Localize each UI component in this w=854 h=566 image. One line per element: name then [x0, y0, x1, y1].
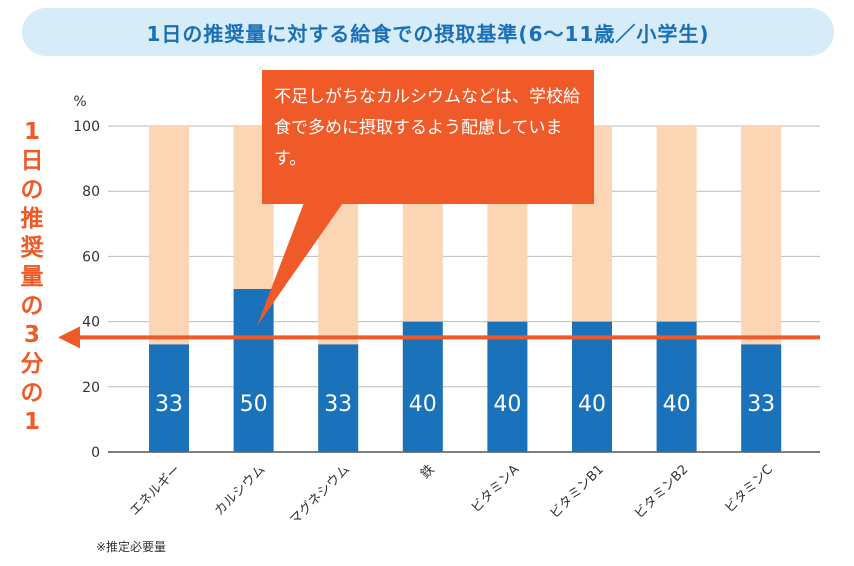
reference-line-label-char: の — [20, 293, 44, 319]
reference-line-label-char: の — [20, 380, 44, 406]
y-tick-label: 20 — [82, 380, 100, 396]
x-tick-label: ビタミンB1 — [547, 462, 607, 522]
bar-value-label: 50 — [240, 392, 268, 417]
callout-text: 不足しがちなカルシウムなどは、学校給食で多めに摂取するよう配慮しています。 — [274, 87, 580, 169]
footnote: ※推定必要量 — [96, 540, 167, 554]
bar-layer — [149, 289, 782, 452]
reference-line-label-char: 1 — [23, 119, 40, 145]
reference-line-label-char: の — [20, 177, 44, 203]
bar — [572, 321, 612, 452]
reference-line-arrow — [58, 326, 80, 349]
reference-line-label-char: 3 — [23, 322, 40, 348]
x-tick-label: ビタミンB2 — [632, 462, 692, 522]
bar — [402, 321, 443, 452]
y-tick-label: 100 — [73, 119, 100, 135]
bar — [487, 321, 528, 452]
y-tick-label: 80 — [82, 184, 100, 200]
bar-value-label: 33 — [747, 392, 775, 417]
bar — [233, 289, 274, 452]
x-tick-label: マグネシウム — [287, 462, 353, 528]
background-bar-layer — [149, 126, 782, 452]
x-tick-label: カルシウム — [212, 462, 269, 519]
bar — [318, 344, 359, 452]
chart-title: 1日の推奨量に対する給食での摂取基準(6～11歳／小学生) — [22, 8, 834, 56]
bar — [741, 344, 782, 452]
callout-bubble — [262, 70, 594, 204]
bar-value-label: 40 — [663, 392, 691, 417]
reference-line-label-char: 推 — [20, 206, 44, 232]
reference-line-label-char: 量 — [20, 264, 44, 290]
callout-layer — [257, 70, 594, 326]
reference-line-label-char: 日 — [20, 148, 44, 174]
reference-line-label-char: 奨 — [20, 235, 44, 261]
x-tick-label: ビタミンA — [469, 462, 523, 516]
y-tick-label: 0 — [91, 445, 100, 461]
bar — [656, 321, 697, 452]
y-tick-label: 60 — [82, 249, 100, 265]
reference-line-layer — [58, 326, 820, 349]
bar-value-label: 40 — [578, 392, 606, 417]
callout-pointer — [257, 200, 345, 326]
reference-line-label-char: 分 — [20, 351, 44, 377]
bar — [149, 344, 189, 452]
y-axis-unit: % — [73, 94, 86, 110]
x-tick-label: 鉄 — [418, 462, 438, 482]
bar-value-label: 40 — [409, 392, 437, 417]
bar-value-label: 40 — [493, 392, 521, 417]
y-tick-label: 40 — [82, 315, 100, 331]
x-tick-label: ビタミンC — [722, 462, 776, 516]
bar-value-label: 33 — [324, 392, 352, 417]
reference-line-label-char: 1 — [23, 409, 40, 435]
x-tick-label: エネルギー — [127, 462, 184, 519]
bar-value-label: 33 — [155, 392, 183, 417]
